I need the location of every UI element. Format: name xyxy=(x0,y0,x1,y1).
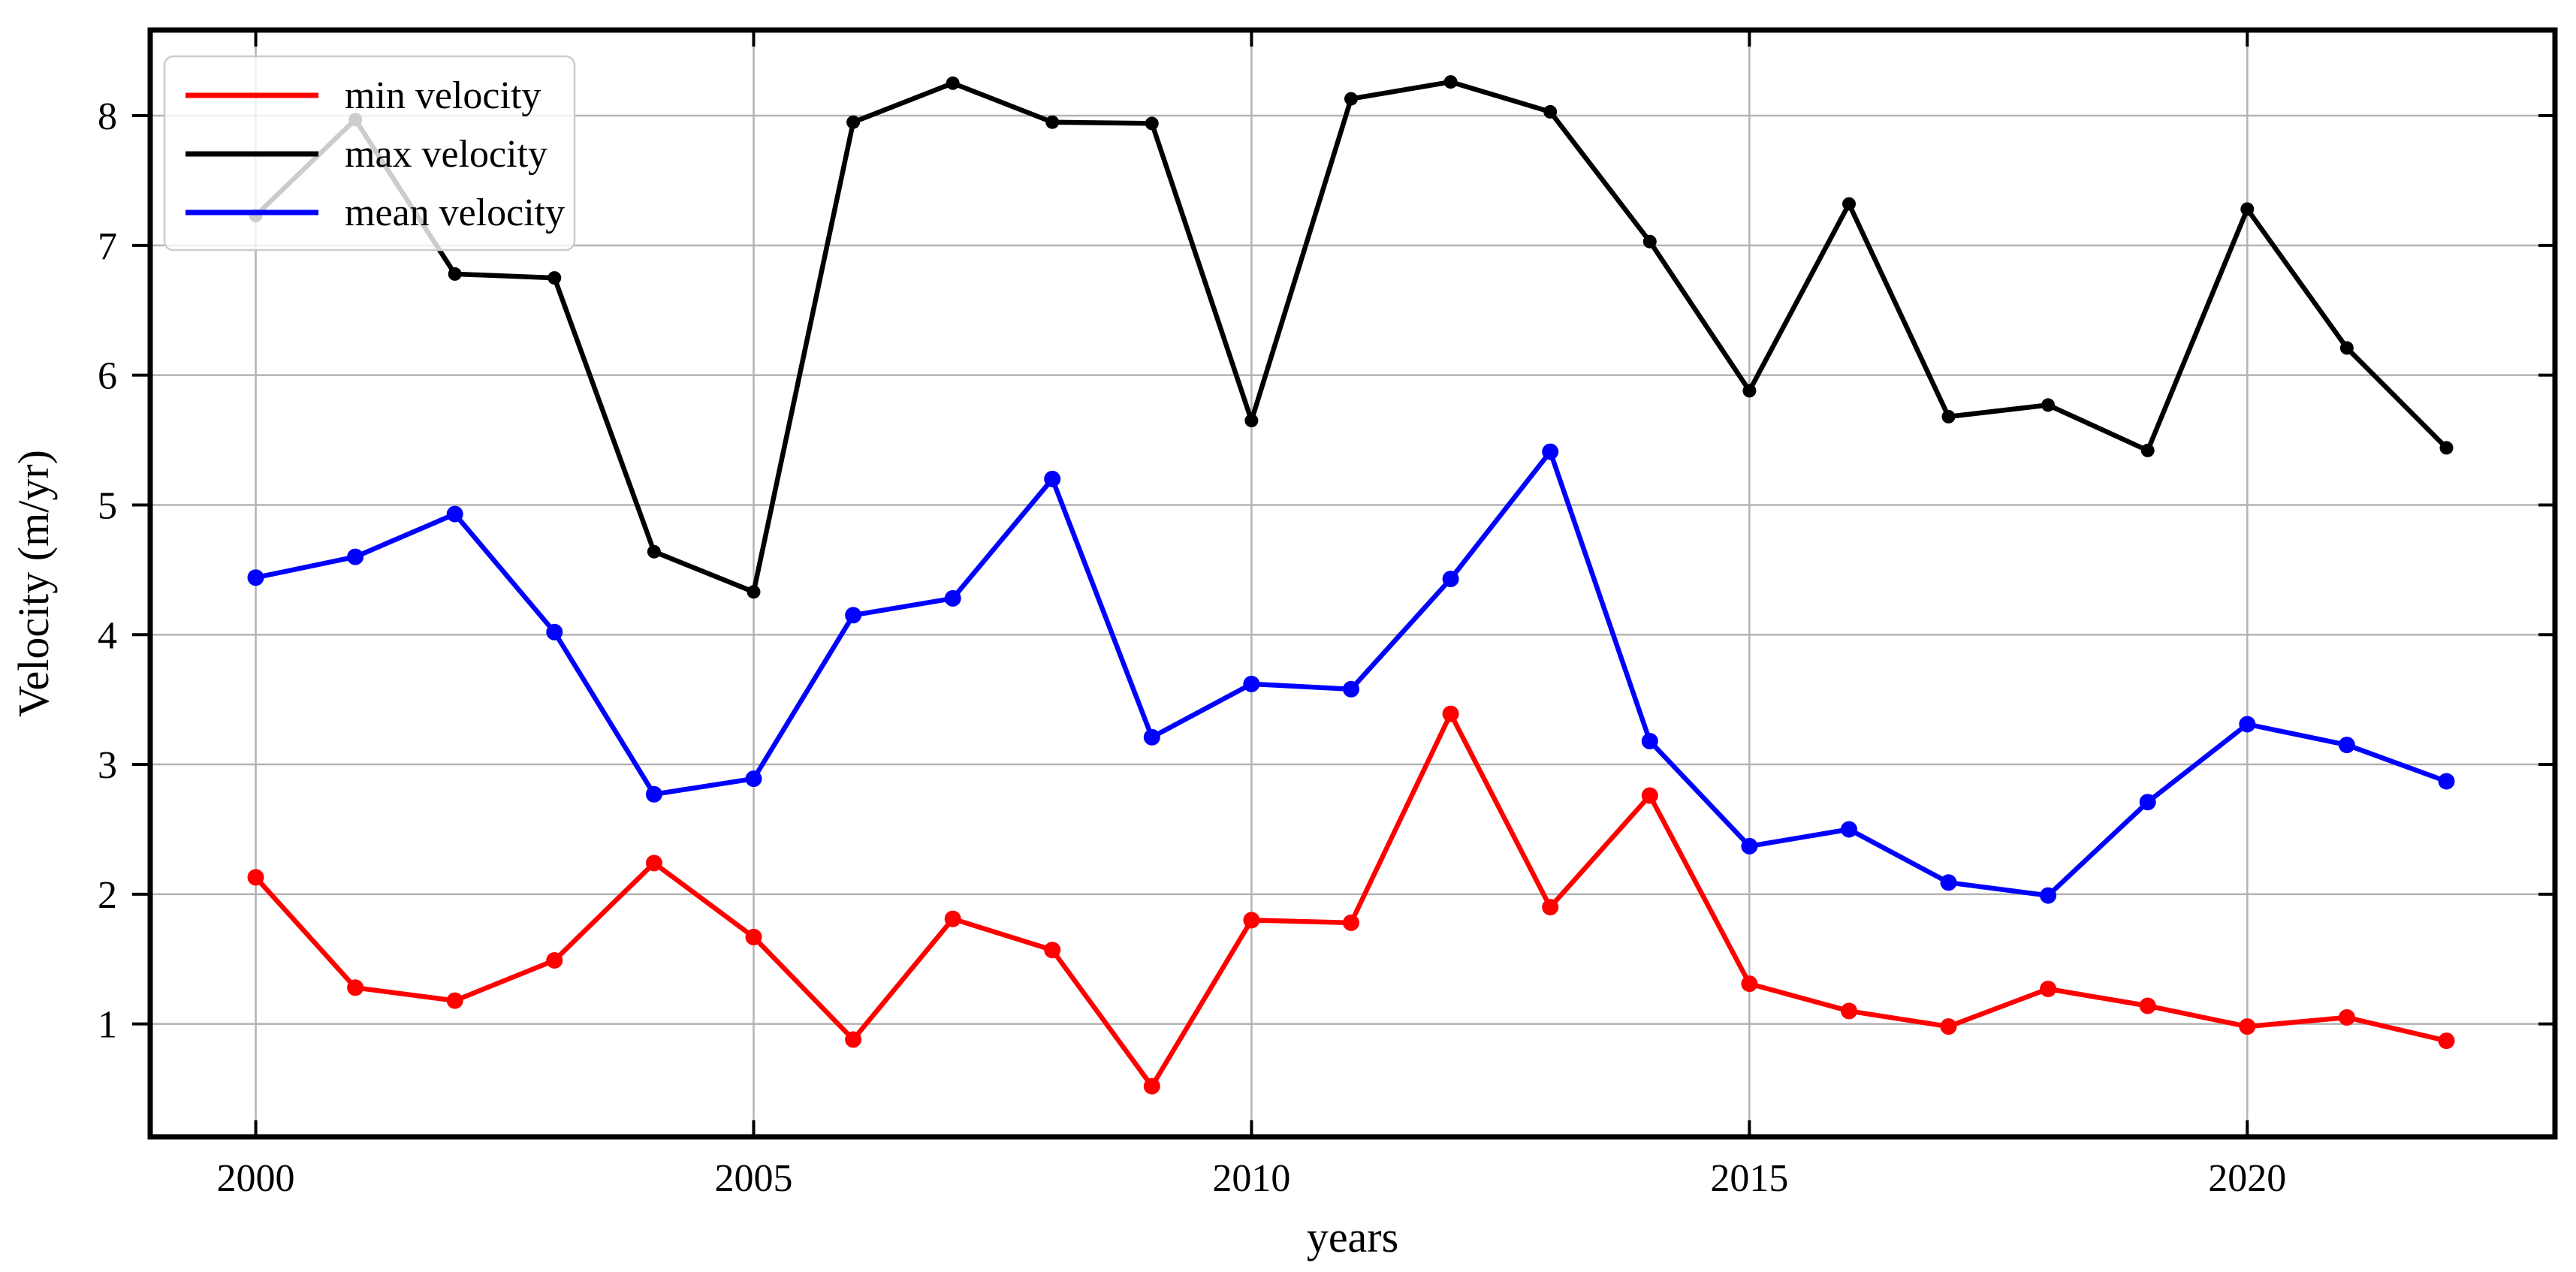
data-point-marker xyxy=(1243,675,1260,692)
x-tick-label: 2020 xyxy=(2208,1157,2286,1200)
data-point-marker xyxy=(2239,1018,2256,1035)
data-point-marker xyxy=(1244,414,1259,428)
plot-area-border xyxy=(147,27,2558,1140)
data-point-marker xyxy=(1742,384,1757,398)
data-point-marker xyxy=(1940,874,1957,891)
data-point-marker xyxy=(2338,737,2355,754)
data-point-marker xyxy=(647,544,661,559)
y-tick-label: 1 xyxy=(98,1004,117,1047)
data-point-marker xyxy=(745,770,762,788)
data-point-marker xyxy=(1243,912,1260,929)
data-point-marker xyxy=(1044,470,1061,487)
y-axis-label: Velocity (m/yr) xyxy=(9,450,58,717)
data-point-marker xyxy=(747,585,761,599)
data-point-marker xyxy=(2139,997,2156,1014)
data-point-marker xyxy=(2140,443,2155,457)
data-point-marker xyxy=(1641,733,1658,749)
data-point-marker xyxy=(2040,887,2057,904)
data-point-marker xyxy=(645,855,662,872)
data-point-marker xyxy=(546,623,563,641)
data-point-marker xyxy=(2438,1032,2455,1050)
data-point-marker xyxy=(1442,705,1459,722)
data-point-marker xyxy=(2339,341,2354,355)
data-point-marker xyxy=(944,589,961,607)
data-point-marker xyxy=(1044,942,1061,959)
data-point-marker xyxy=(446,992,463,1009)
data-point-marker xyxy=(1443,75,1458,89)
legend-label: mean velocity xyxy=(345,191,565,234)
data-point-marker xyxy=(1143,728,1160,746)
legend-label: max velocity xyxy=(345,133,547,176)
data-point-marker xyxy=(1841,1002,1857,1020)
data-point-marker xyxy=(247,869,264,886)
y-tick-label: 5 xyxy=(98,484,117,527)
data-point-marker xyxy=(2239,716,2256,733)
data-point-marker xyxy=(546,952,563,969)
data-point-marker xyxy=(1543,104,1558,119)
data-point-marker xyxy=(1143,1078,1160,1095)
data-point-marker xyxy=(446,505,463,523)
data-point-marker xyxy=(944,910,961,927)
data-point-marker xyxy=(1941,409,1956,423)
data-point-marker xyxy=(1145,116,1159,131)
data-point-marker xyxy=(1344,92,1358,106)
data-point-marker xyxy=(1343,680,1359,698)
data-point-marker xyxy=(1542,899,1559,916)
x-tick-label: 2000 xyxy=(217,1157,295,1200)
data-point-marker xyxy=(2439,441,2454,455)
data-point-marker xyxy=(1442,571,1459,587)
data-point-marker xyxy=(347,548,364,565)
y-tick-label: 8 xyxy=(98,95,117,138)
data-point-marker xyxy=(846,115,861,129)
x-tick-label: 2015 xyxy=(1710,1157,1788,1200)
data-point-marker xyxy=(2041,398,2056,412)
y-tick-label: 4 xyxy=(98,614,117,657)
x-axis-label: years xyxy=(1307,1213,1398,1261)
data-point-marker xyxy=(347,979,364,996)
data-point-marker xyxy=(1741,975,1758,993)
data-point-marker xyxy=(1940,1018,1957,1035)
data-point-marker xyxy=(1842,197,1856,211)
data-point-marker xyxy=(2240,202,2255,216)
data-point-marker xyxy=(247,569,264,586)
legend-box xyxy=(163,55,576,252)
data-point-marker xyxy=(1343,914,1359,931)
data-point-marker xyxy=(2438,773,2455,790)
data-point-marker xyxy=(845,1031,862,1048)
data-point-marker xyxy=(946,76,960,90)
data-point-marker xyxy=(1045,115,1060,129)
data-point-marker xyxy=(448,267,462,281)
data-point-marker xyxy=(2139,794,2156,811)
data-point-marker xyxy=(1542,443,1559,460)
y-tick-label: 7 xyxy=(98,225,117,268)
legend-label: min velocity xyxy=(345,74,541,117)
data-point-marker xyxy=(1841,821,1857,838)
data-point-marker xyxy=(2040,981,2057,997)
data-point-marker xyxy=(1642,234,1657,249)
data-point-marker xyxy=(645,785,662,803)
data-point-marker xyxy=(1641,787,1658,804)
data-point-marker xyxy=(547,271,562,285)
data-point-marker xyxy=(2338,1009,2355,1026)
data-point-marker xyxy=(1741,837,1758,855)
data-point-marker xyxy=(745,928,762,945)
legend: min velocity max velocity mean velocity xyxy=(163,55,576,252)
x-tick-label: 2005 xyxy=(714,1157,792,1200)
y-tick-label: 6 xyxy=(98,355,117,398)
data-point-marker xyxy=(845,607,862,624)
x-tick-label: 2010 xyxy=(1212,1157,1290,1200)
y-tick-label: 3 xyxy=(98,744,117,787)
y-tick-label: 2 xyxy=(98,874,117,917)
